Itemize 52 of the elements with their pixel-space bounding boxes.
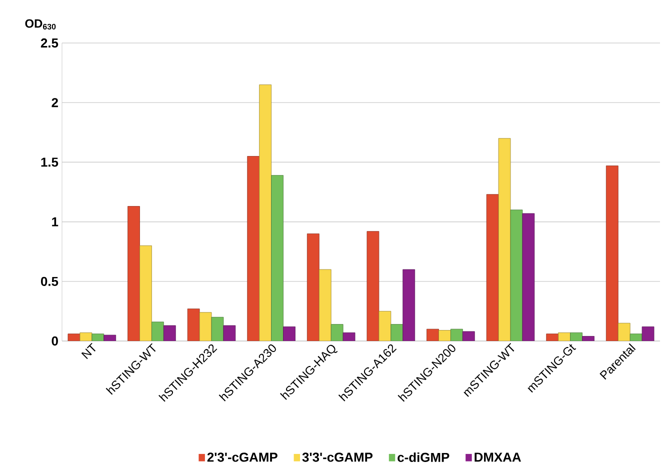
bar [630,334,642,342]
bar [259,84,272,342]
bar [642,326,654,342]
bar [450,328,463,342]
bar [426,328,439,342]
bar [128,206,140,342]
bar [342,332,356,342]
y-tick-label: 0 [52,336,58,346]
bar [522,213,535,342]
y-tick-label: 0.5 [40,276,58,286]
bar [68,334,80,342]
y-tick-label: 1 [52,217,58,226]
bar [211,316,224,342]
bar [306,234,320,342]
bar [378,311,392,342]
legend-label: 2'3'-cGAMP [207,452,278,462]
bar [330,324,344,342]
y-axis-title: OD$_{630}$ [25,19,56,30]
bar [486,194,499,342]
legend-label: DMXAA [474,452,521,462]
y-tick-label: 2.5 [40,38,58,48]
legend-label: c-diGMP [398,452,450,462]
bar [582,336,594,342]
bar [366,231,380,342]
bar [92,334,104,342]
bar [402,269,416,342]
bar [618,322,630,342]
bar [498,138,511,342]
y-tick-label: 2 [52,98,58,108]
bar [104,334,116,342]
bar [558,332,570,342]
bar [140,245,152,342]
bar [80,332,92,342]
bar [390,324,404,342]
legend-label: 3'3'-cGAMP [302,452,373,462]
bar [247,156,260,342]
bar [199,312,212,342]
y-tick-label: 1.5 [41,158,58,167]
bar [546,334,559,342]
bar [606,166,618,342]
bar [271,175,284,342]
bar [510,210,523,342]
bar [163,325,176,342]
bar [283,326,296,342]
bar [318,269,332,342]
bar [462,331,475,342]
bar [152,322,164,342]
bar [438,330,451,342]
bar [223,325,236,342]
bar [187,308,200,342]
x-tick-label: NT [81,342,96,360]
bar [570,332,582,342]
